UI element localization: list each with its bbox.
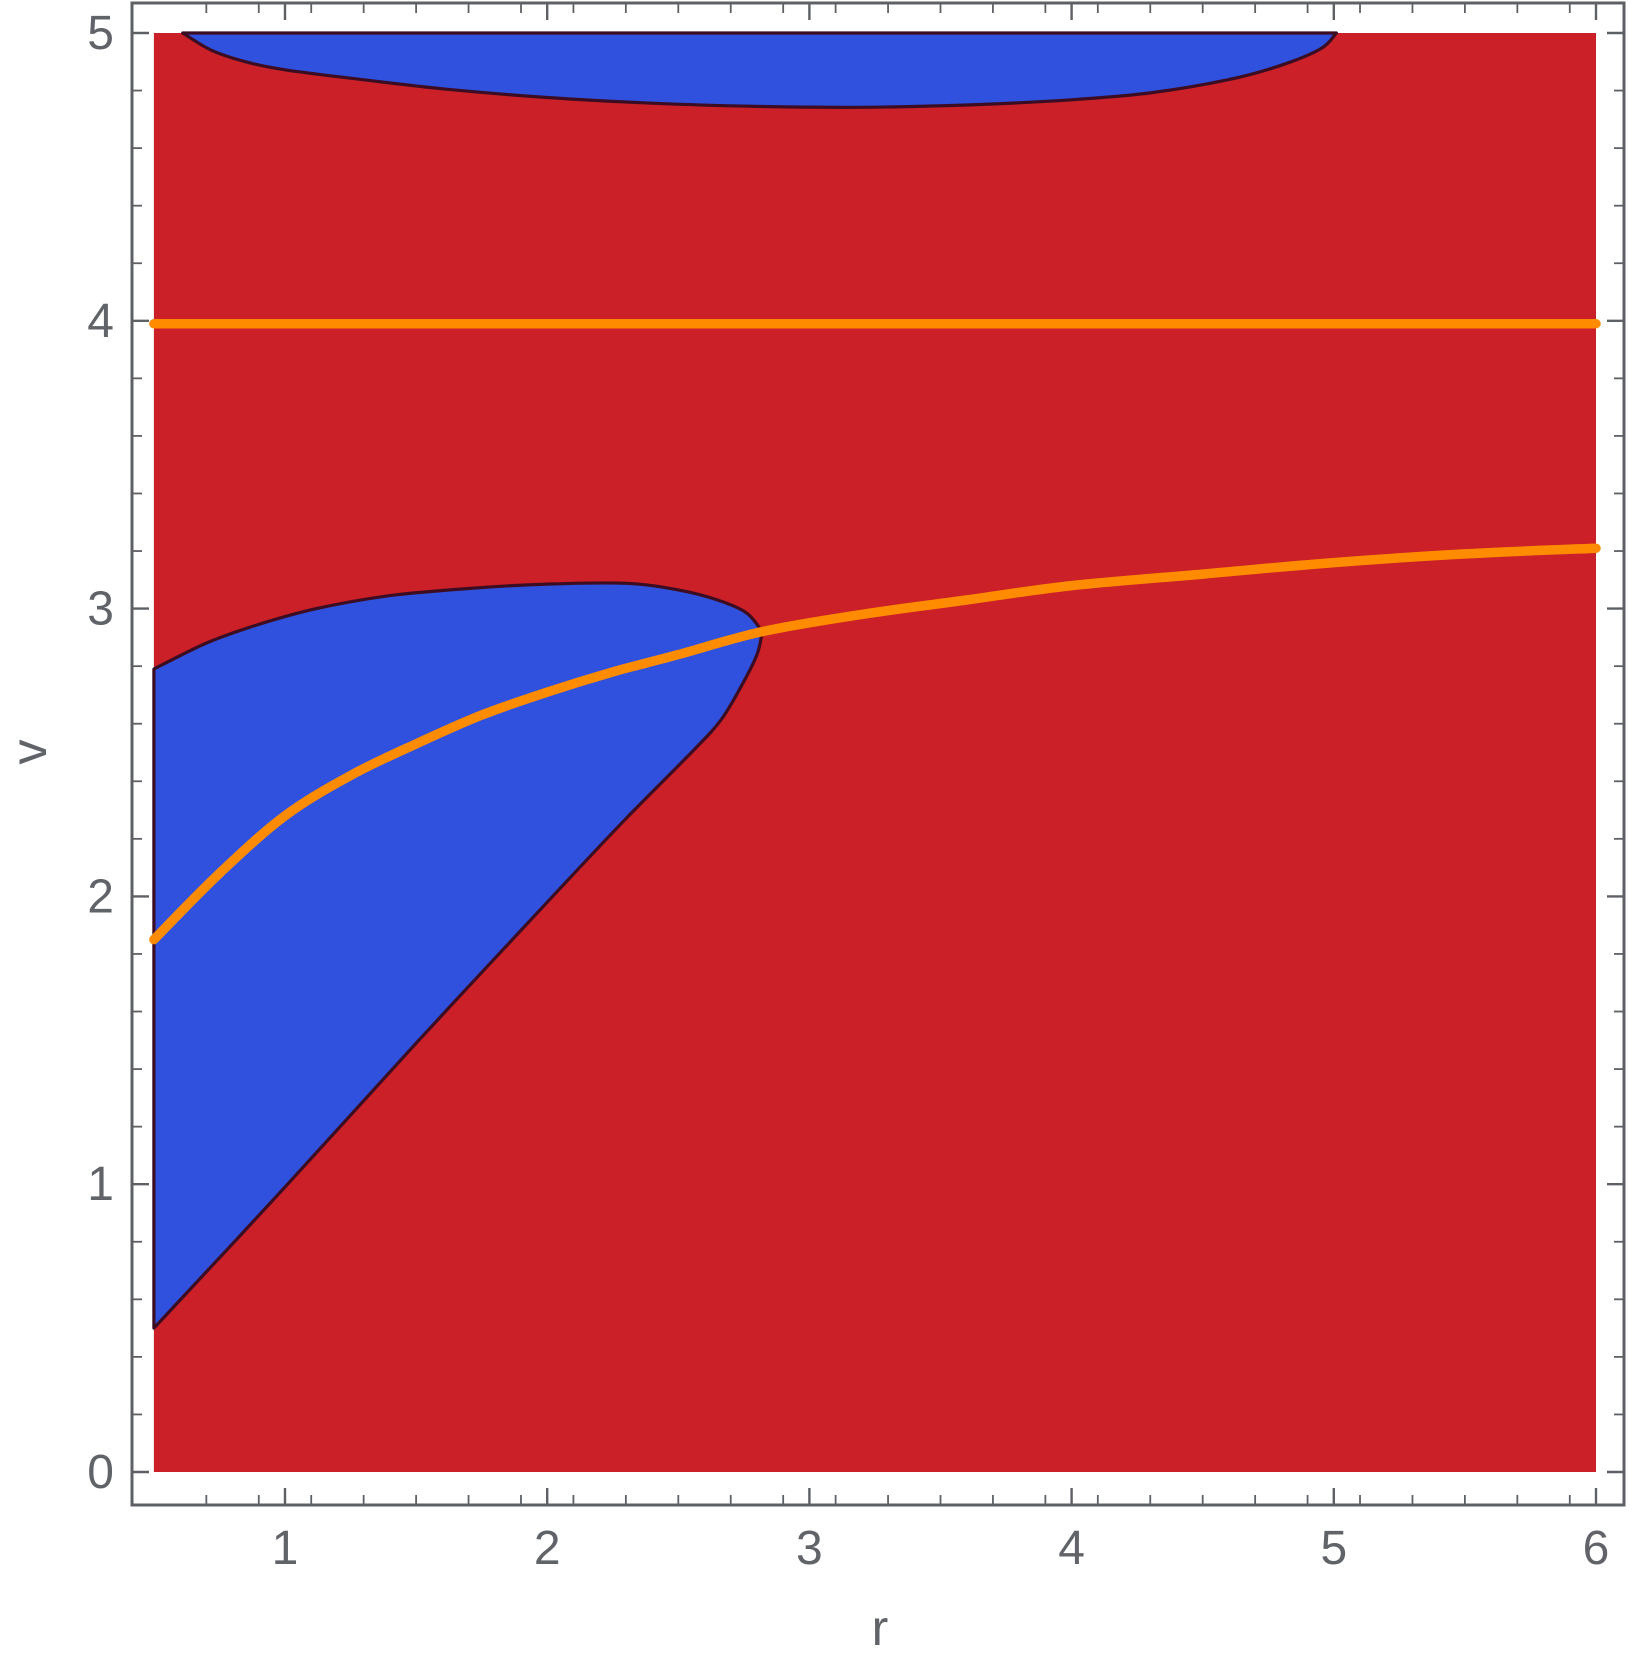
orange-branch-rising bbox=[149, 543, 1601, 945]
x-tick-label-4: 4 bbox=[1058, 1522, 1085, 1575]
y-tick-label-5: 5 bbox=[87, 7, 114, 60]
plot-frame bbox=[130, 1, 1626, 1507]
x-tick-label-1: 1 bbox=[272, 1522, 299, 1575]
y-tick-label-4: 4 bbox=[87, 295, 114, 348]
blue-region-top bbox=[181, 31, 1338, 109]
x-tick-label-3: 3 bbox=[796, 1522, 823, 1575]
x-axis-label: r bbox=[872, 1600, 889, 1656]
x-tick-label-5: 5 bbox=[1320, 1522, 1347, 1575]
x-tick-label-2: 2 bbox=[534, 1522, 561, 1575]
y-tick-label-3: 3 bbox=[87, 583, 114, 636]
y-axis-label: v bbox=[1, 740, 57, 765]
y-tick-label-0: 0 bbox=[87, 1446, 114, 1499]
y-tick-label-1: 1 bbox=[87, 1158, 114, 1211]
x-tick-label-6: 6 bbox=[1583, 1522, 1610, 1575]
y-tick-label-2: 2 bbox=[87, 870, 114, 923]
